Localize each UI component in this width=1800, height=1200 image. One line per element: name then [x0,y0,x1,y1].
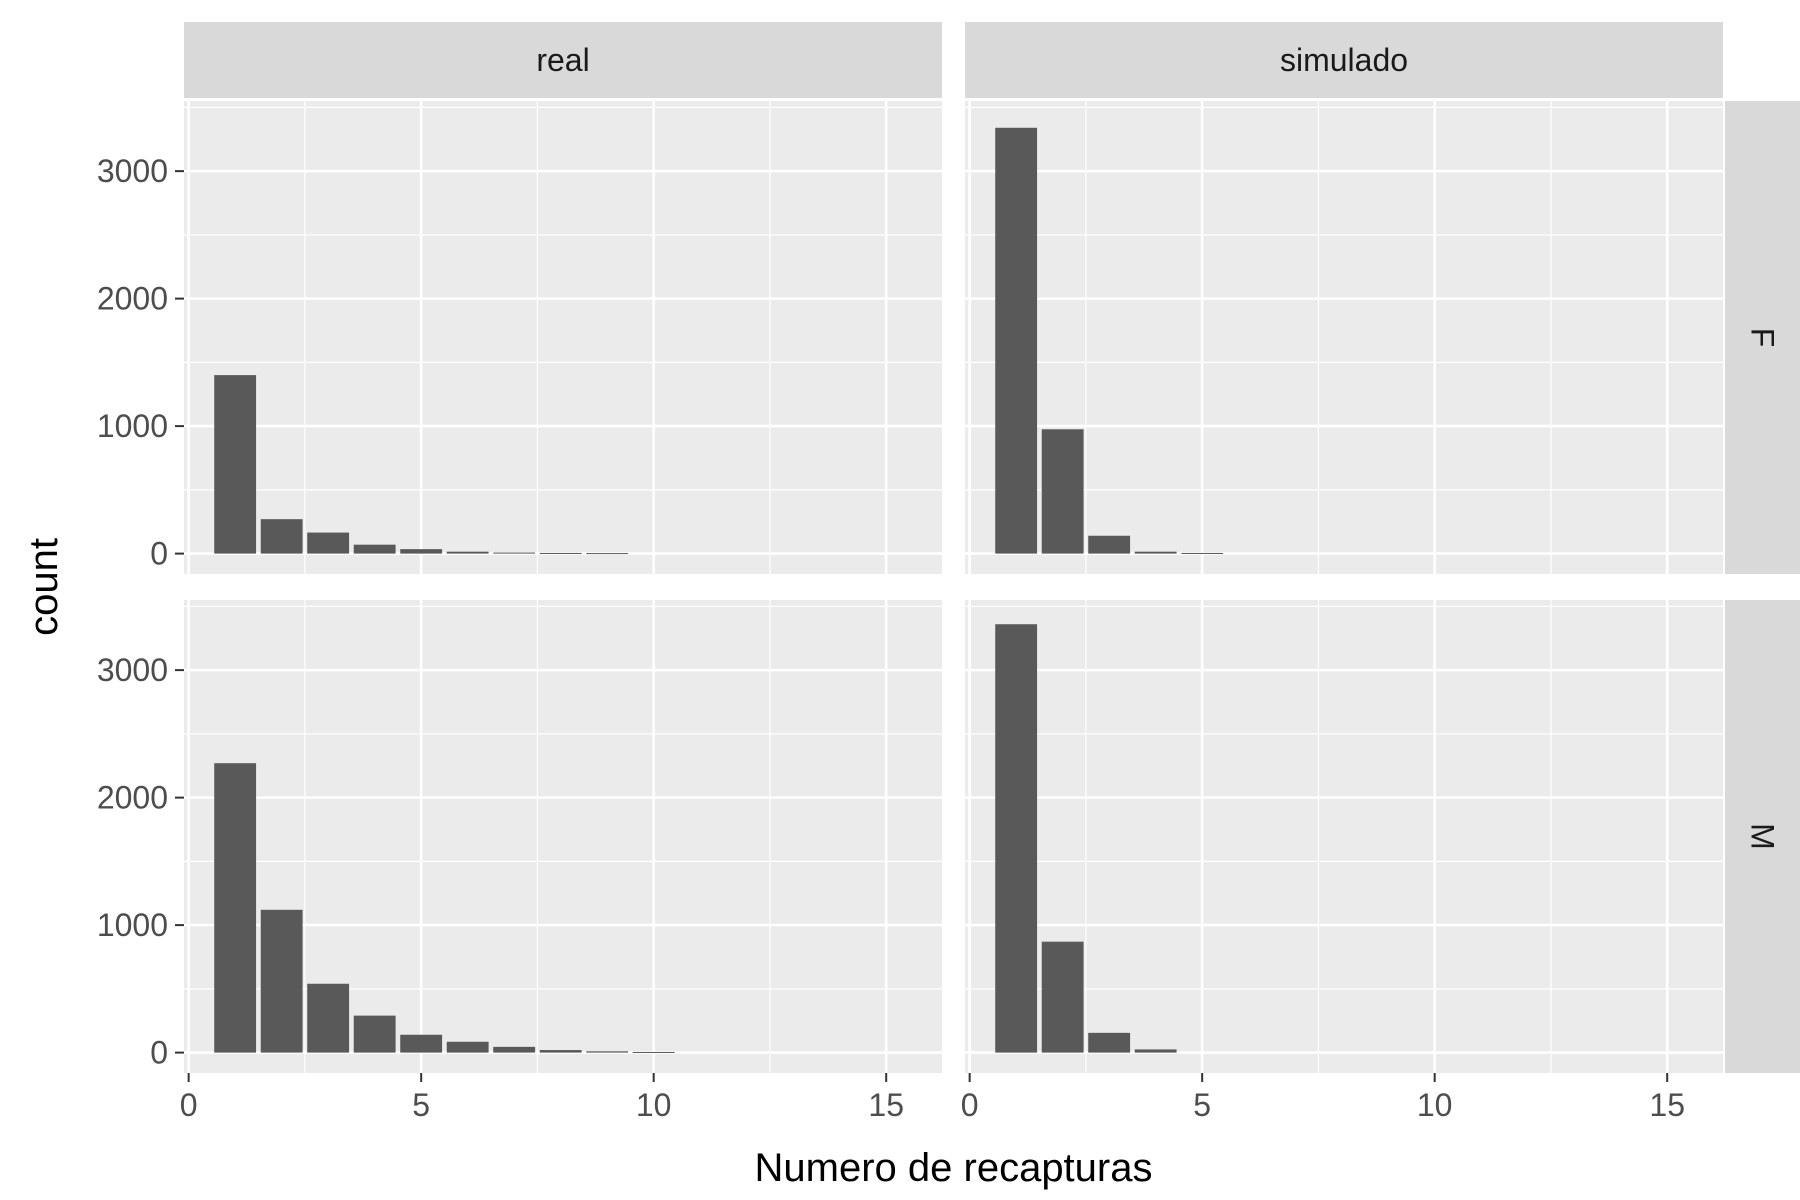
strip-label-m: M [1745,823,1781,850]
panel-real-f [184,101,942,574]
bar-real-m-1 [214,763,257,1053]
bar-real-f-1 [214,375,257,554]
y-tick-label: 1000 [97,907,168,943]
bar-real-m-10 [632,1051,675,1053]
panel-background [965,101,1723,574]
x-axes: 0 5 10 15 0 5 10 15 [180,1073,1685,1123]
panel-real-m [184,600,942,1073]
bar-real-f-6 [446,551,489,554]
bar-real-f-7 [493,552,536,554]
y-tick-label: 0 [150,1035,168,1071]
y-tick-label: 3000 [97,652,168,688]
bar-real-f-5 [400,549,443,554]
bar-simulado-m-1 [995,624,1038,1053]
x-tick-label: 10 [1417,1087,1453,1123]
panel-simulado-f [965,101,1723,574]
x-tick-label: 0 [180,1087,198,1123]
panel-background [965,600,1723,1073]
y-tick-label: 0 [150,536,168,572]
bar-simulado-m-3 [1088,1032,1131,1053]
bar-real-m-7 [493,1046,536,1053]
x-axis-title: Numero de recapturas [755,1146,1153,1190]
y-tick-label: 2000 [97,780,168,816]
x-tick-label: 5 [1193,1087,1211,1123]
strip-real [184,22,942,98]
bar-real-f-8 [539,552,582,554]
bar-simulado-m-2 [1041,941,1084,1053]
y-tick-label: 2000 [97,281,168,317]
bar-real-f-2 [260,519,303,554]
y-tick-label: 1000 [97,408,168,444]
bar-real-m-4 [353,1015,396,1053]
y-axis-title: count [22,538,66,636]
panel-simulado-m [965,600,1723,1073]
column-strips: real simulado [184,22,1723,98]
strip-label-f: F [1745,328,1781,348]
row-strips: FM [1725,101,1800,1073]
bar-simulado-f-1 [995,127,1038,554]
bar-real-m-8 [539,1050,582,1053]
y-tick-label: 3000 [97,153,168,189]
bar-real-m-3 [307,983,350,1053]
bar-simulado-f-3 [1088,535,1131,554]
panel-background [184,101,942,574]
strip-m [1725,600,1800,1073]
strip-f [1725,101,1800,574]
x-tick-label: 5 [412,1087,430,1123]
x-tick-label: 15 [868,1087,904,1123]
bar-real-m-6 [446,1041,489,1053]
bar-simulado-f-2 [1041,429,1084,554]
bar-simulado-m-4 [1134,1049,1177,1053]
x-tick-label: 15 [1649,1087,1685,1123]
strip-label-simulado: simulado [1280,42,1408,78]
strip-simulado [965,22,1723,98]
bar-real-f-4 [353,544,396,554]
x-tick-label: 0 [961,1087,979,1123]
bar-simulado-f-5 [1181,552,1224,554]
bar-real-m-9 [586,1051,629,1053]
facet-panels [184,101,1723,1073]
bar-simulado-f-4 [1134,551,1177,554]
bar-real-f-9 [586,553,629,555]
bar-real-f-3 [307,532,350,554]
y-axes: 0 1000 2000 3000 0 1000 2000 3000 [97,153,184,1071]
bar-real-m-2 [260,909,303,1053]
x-tick-label: 10 [636,1087,672,1123]
strip-label-real: real [536,42,589,78]
bar-real-m-5 [400,1034,443,1053]
